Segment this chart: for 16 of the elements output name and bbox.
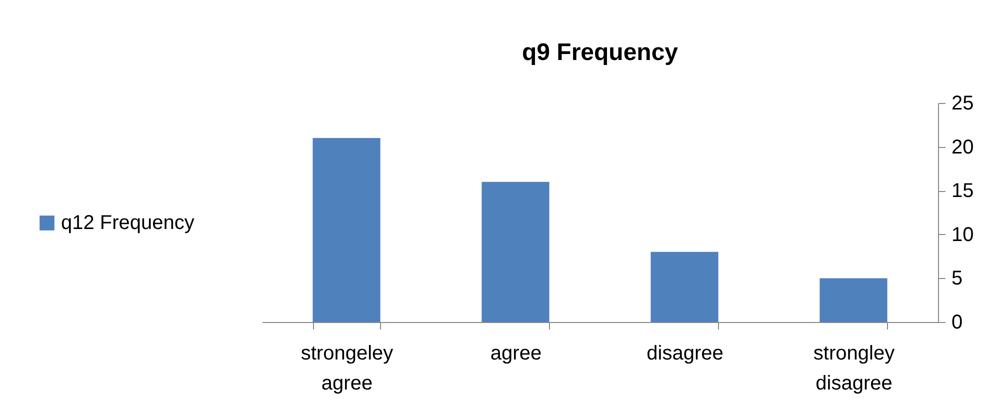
bar <box>650 252 718 322</box>
y-tick-label: 10 <box>952 224 974 246</box>
y-tick-label: 25 <box>952 92 974 114</box>
x-tick-label: strongley disagree <box>813 342 895 394</box>
bar <box>820 278 888 322</box>
y-tick-label: 0 <box>952 312 963 334</box>
chart-title: q9 Frequency <box>522 39 679 66</box>
bar <box>312 138 380 322</box>
x-tick-label: agree <box>490 342 542 364</box>
legend-label: q12 Frequency <box>61 212 194 234</box>
y-tick-label: 20 <box>952 136 974 158</box>
x-tick-label: disagree <box>646 342 724 364</box>
bar <box>482 182 550 322</box>
y-tick-label: 15 <box>952 180 974 202</box>
y-tick-label: 5 <box>952 268 963 290</box>
x-tick-label: strongeley agree <box>300 342 394 394</box>
